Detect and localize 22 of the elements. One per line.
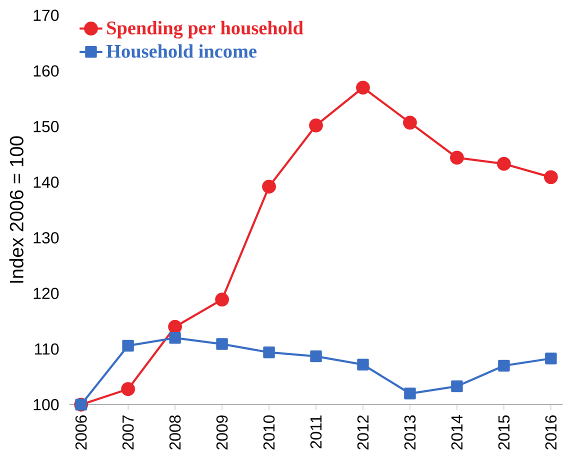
legend-label: Household income — [106, 44, 257, 58]
y-tick-label: 150 — [34, 120, 59, 132]
x-tick-label: 2009 — [216, 415, 228, 450]
x-tick-label: 2015 — [498, 415, 510, 450]
x-tick-label: 2010 — [263, 415, 275, 450]
y-tick-label: 140 — [34, 176, 59, 188]
x-tick-label: 2008 — [169, 415, 181, 450]
x-tick-label: 2006 — [75, 415, 87, 450]
x-tick-label: 2007 — [122, 416, 134, 450]
y-tick-label: 100 — [34, 398, 59, 410]
y-tick-label: 130 — [34, 232, 59, 244]
x-tick-label: 2016 — [545, 415, 557, 450]
y-tick-label: 120 — [34, 288, 59, 300]
x-tick-label: 2013 — [404, 415, 416, 450]
y-tick-label: 170 — [34, 10, 59, 21]
legend-label: Spending per household — [107, 20, 304, 38]
y-axis-title: Index 2006 = 100 — [9, 136, 24, 283]
x-tick-label: 2012 — [357, 416, 369, 450]
x-tick-label: 2014 — [451, 415, 463, 450]
x-tick-label: 2011 — [310, 415, 322, 448]
y-tick-label: 160 — [34, 65, 59, 77]
y-tick-label: 110 — [35, 343, 59, 355]
